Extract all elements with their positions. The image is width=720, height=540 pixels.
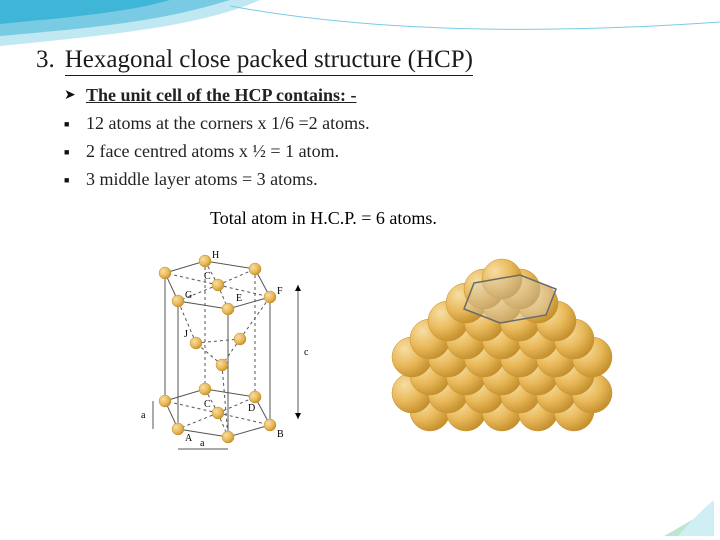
svg-text:c: c <box>304 347 309 358</box>
svg-text:H: H <box>212 250 219 261</box>
slide-heading: 3. Hexagonal close packed structure (HCP… <box>30 46 690 76</box>
list-item: ■3 middle layer atoms = 3 atoms. <box>64 166 690 194</box>
svg-text:a: a <box>141 410 146 421</box>
svg-text:B: B <box>277 429 284 440</box>
arrow-icon: ➤ <box>64 82 86 107</box>
list-item-text: 3 middle layer atoms = 3 atoms. <box>86 166 318 194</box>
lead-bullet: ➤ The unit cell of the HCP contains: - <box>64 82 690 110</box>
svg-text:G: G <box>185 290 192 301</box>
lead-bullet-text: The unit cell of the HCP contains: - <box>86 82 357 110</box>
heading-text: Hexagonal close packed structure (HCP) <box>65 46 473 76</box>
heading-number: 3. <box>36 46 55 74</box>
svg-text:F: F <box>277 286 283 297</box>
total-line: Total atom in H.C.P. = 6 atoms. <box>210 208 690 229</box>
list-item-text: 12 atoms at the corners x 1/6 =2 atoms. <box>86 110 370 138</box>
square-bullet-icon: ■ <box>64 166 86 188</box>
list-item-text: 2 face centred atoms x ½ = 1 atom. <box>86 138 339 166</box>
svg-text:E: E <box>236 293 242 304</box>
list-item: ■2 face centred atoms x ½ = 1 atom. <box>64 138 690 166</box>
svg-text:a: a <box>200 438 205 449</box>
hcp-sphere-packing-diagram <box>370 243 620 453</box>
svg-text:J: J <box>184 329 188 340</box>
svg-text:A: A <box>185 433 193 444</box>
list-item: ■12 atoms at the corners x 1/6 =2 atoms. <box>64 110 690 138</box>
svg-text:C: C <box>204 271 211 282</box>
svg-text:D: D <box>248 403 255 414</box>
corner-decoration <box>654 500 714 536</box>
square-bullet-icon: ■ <box>64 138 86 160</box>
square-bullet-icon: ■ <box>64 110 86 132</box>
svg-text:C: C <box>204 399 211 410</box>
hcp-wireframe-diagram: c a a H F G B A C C E D J <box>100 243 330 453</box>
bullet-list: ➤ The unit cell of the HCP contains: - ■… <box>64 82 690 194</box>
